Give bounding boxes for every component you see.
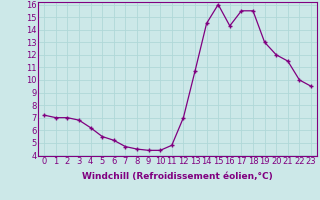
X-axis label: Windchill (Refroidissement éolien,°C): Windchill (Refroidissement éolien,°C) [82, 172, 273, 181]
